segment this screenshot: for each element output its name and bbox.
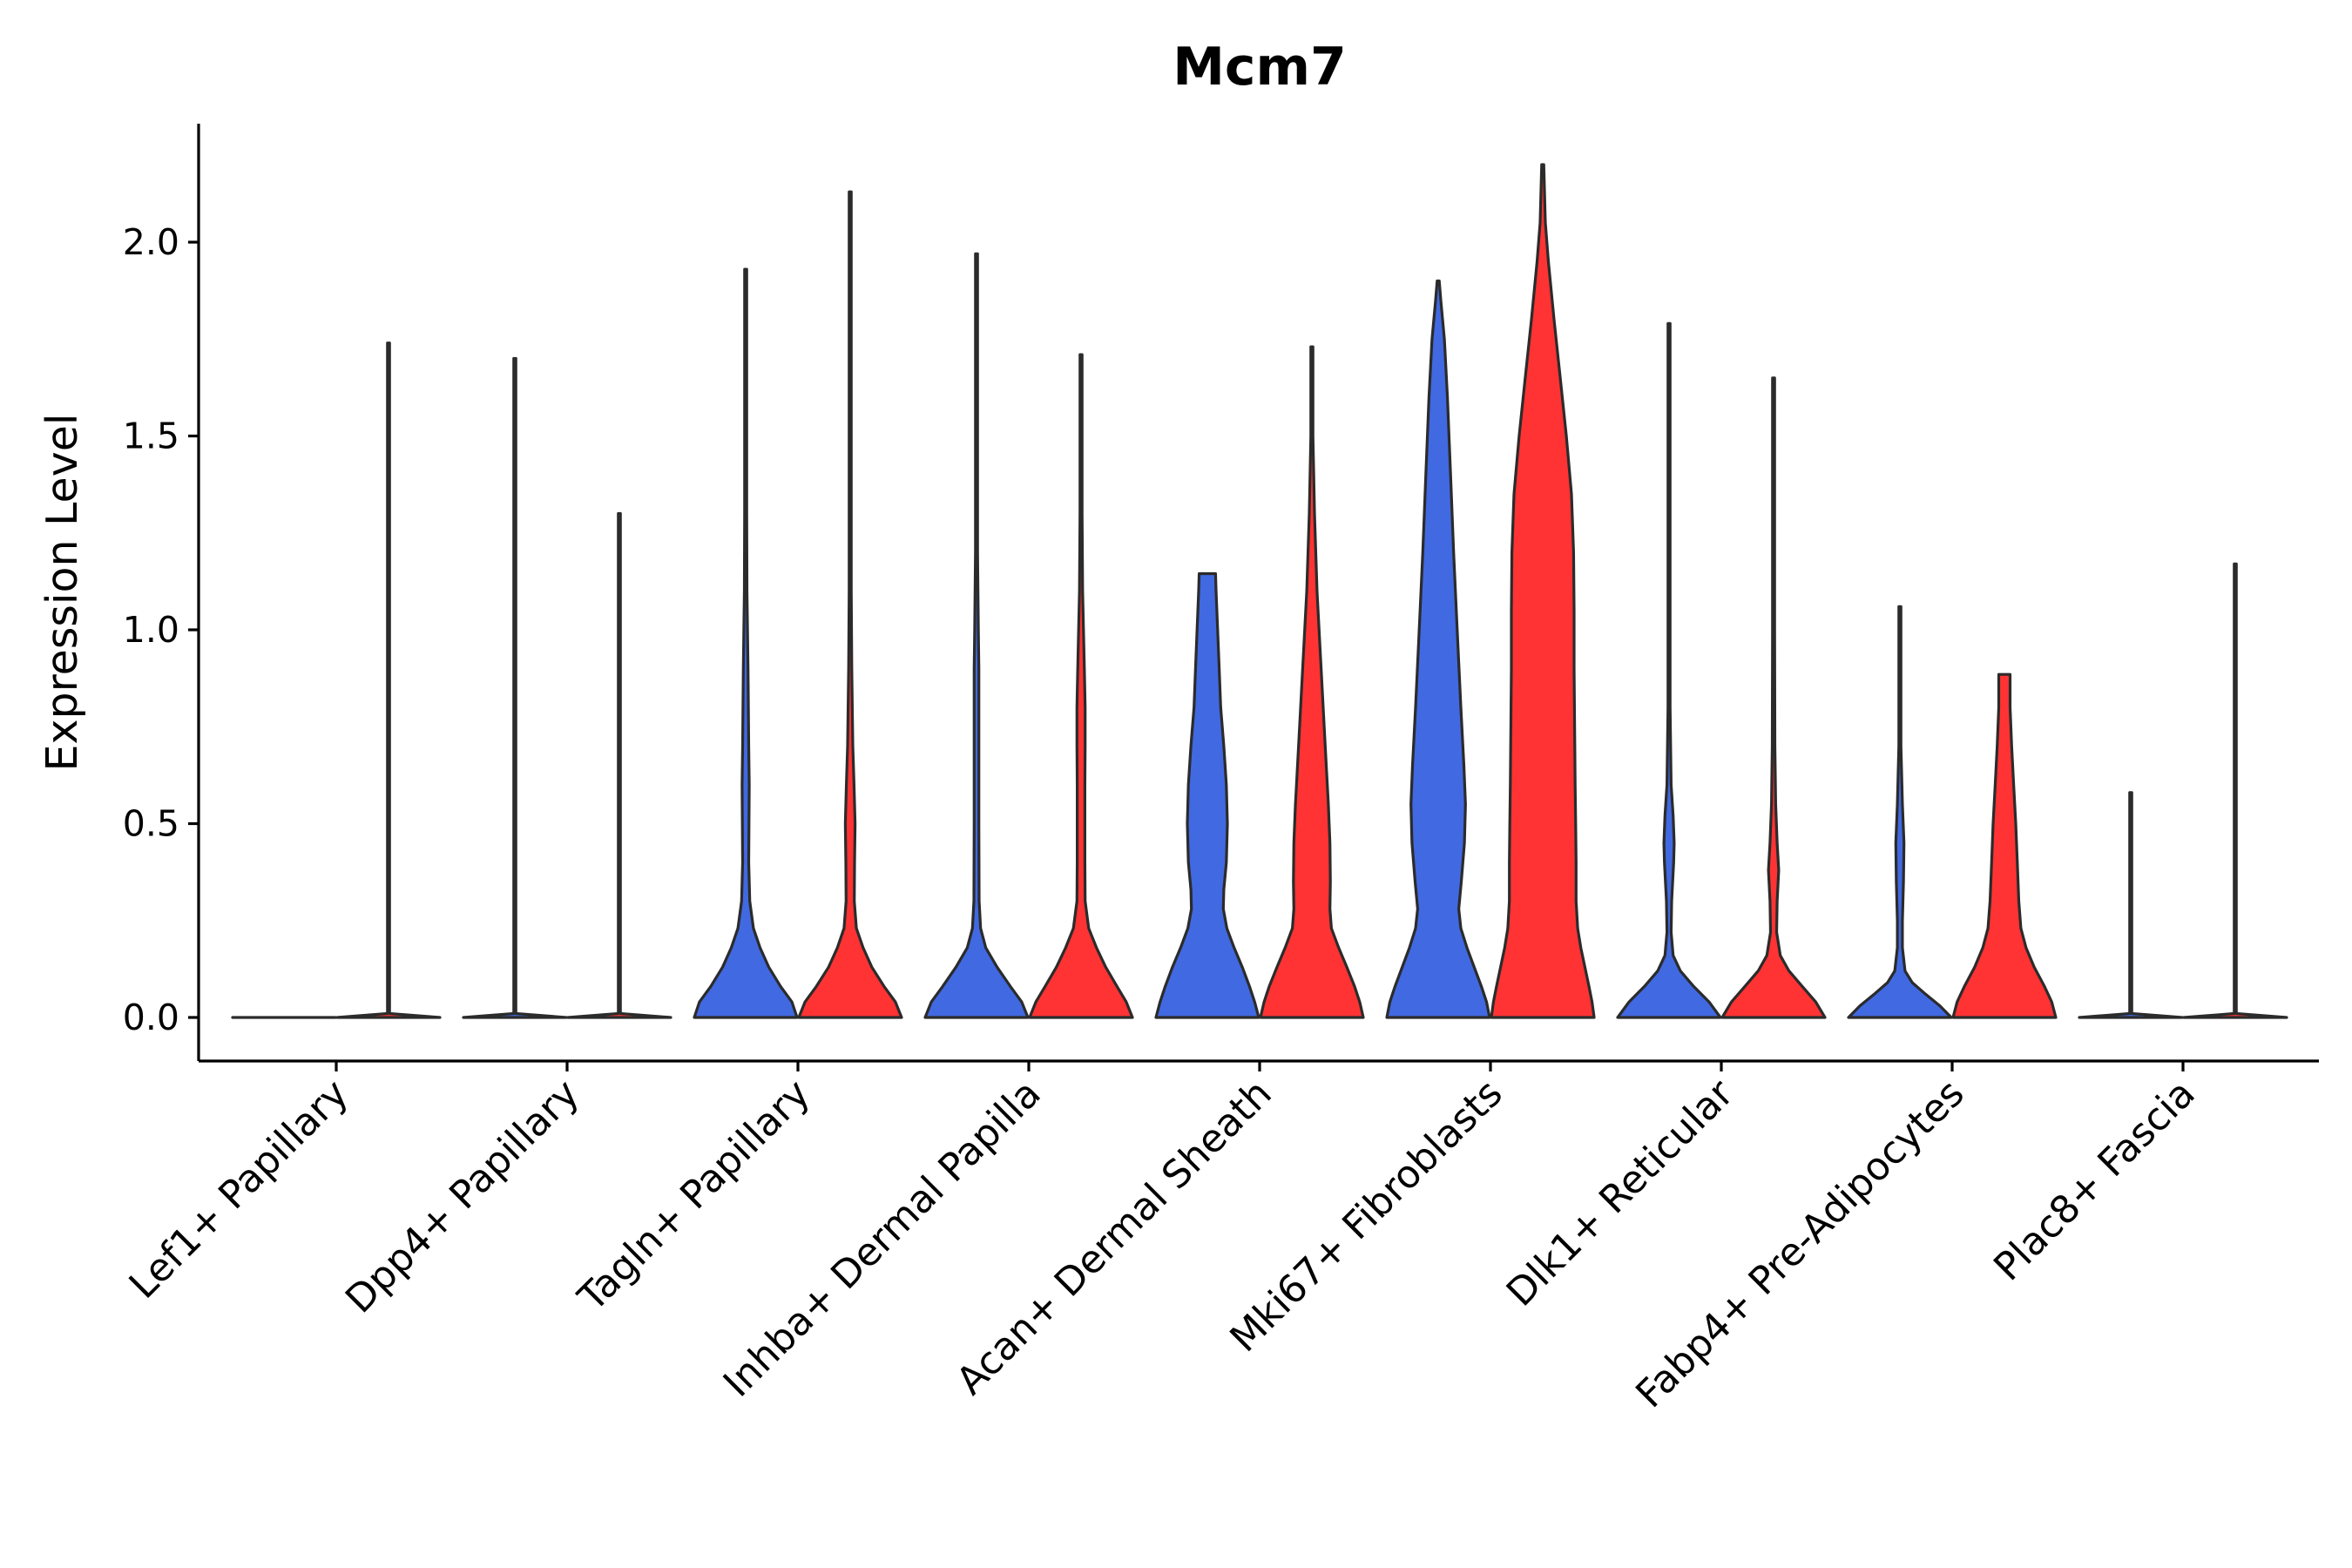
violin-layer [231,163,2288,1019]
violin-group1 [1847,605,1953,1019]
violin-group2 [1259,345,1365,1019]
violin-group2 [1720,376,1827,1019]
y-tick-label: 1.5 [123,416,179,457]
violin-group2 [1951,672,2058,1019]
y-tick-label: 0.0 [123,997,179,1038]
y-tick-label: 0.5 [123,803,179,845]
y-axis-label: Expression Level [37,414,87,772]
violin-group2 [566,511,672,1019]
violin-group1 [923,252,1030,1019]
y-tick-label: 2.0 [123,221,179,263]
violin-group1 [462,356,568,1019]
chart-title: Mcm7 [1173,37,1347,98]
violin-group2 [1490,163,1596,1019]
violin-group2 [797,190,903,1019]
y-axis-ticks: 0.0 0.5 1.0 1.5 2.0 [123,221,199,1038]
y-tick-label: 1.0 [123,609,179,651]
x-tick-label: Lef1+ Papillary [121,1071,357,1308]
x-tick-label: Tagln+ Papillary [570,1071,819,1321]
violin-group1 [693,267,799,1019]
x-tick-label: Plac8+ Fascia [1985,1071,2204,1290]
violin-group2 [1028,353,1134,1019]
violin-group1 [2078,791,2184,1019]
x-tick-label: Dlk1+ Reticular [1498,1071,1743,1315]
violin-group1 [1154,571,1260,1019]
violin-group1 [1616,321,1722,1019]
x-tick-label: Dpp4+ Papillary [337,1071,588,1322]
violin-group1 [1385,279,1491,1019]
violin-group2 [335,341,442,1019]
violin-group2 [2182,562,2288,1019]
